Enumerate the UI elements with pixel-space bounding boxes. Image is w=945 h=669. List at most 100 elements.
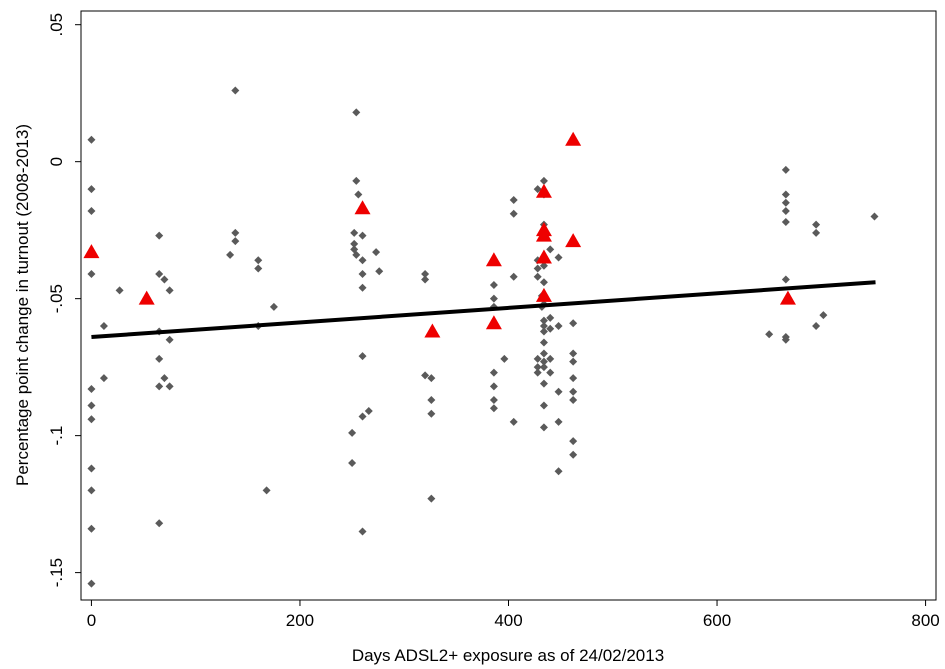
diamond-point <box>489 382 498 391</box>
y-axis-label: Percentage point change in turnout (2008… <box>13 124 32 486</box>
diamond-point <box>350 228 359 237</box>
diamond-point <box>427 374 436 383</box>
diamond-point <box>569 450 578 459</box>
diamond-point <box>509 272 518 281</box>
diamond-point <box>358 269 367 278</box>
diamond-point <box>165 335 174 344</box>
diamond-point <box>358 283 367 292</box>
diamond-point <box>231 86 240 95</box>
triangle-point <box>535 249 552 264</box>
triangle-point <box>424 323 441 338</box>
diamond-point <box>870 212 879 221</box>
diamond-point <box>539 322 548 331</box>
diamond-point <box>427 396 436 405</box>
diamond-point <box>87 135 96 144</box>
triangle-point <box>565 131 582 146</box>
diamond-point <box>539 278 548 287</box>
triangle-point <box>485 315 502 330</box>
diamond-point <box>155 231 164 240</box>
diamond-point <box>781 206 790 215</box>
diamond-point <box>254 256 263 265</box>
triangle-point <box>354 200 371 215</box>
x-tick-label: 600 <box>703 611 731 630</box>
y-axis: -.15 -.1 -.05 0 .05 <box>47 13 81 587</box>
x-tick-label: 0 <box>87 611 96 630</box>
triangle-point <box>535 287 552 302</box>
fit-layer <box>91 280 876 339</box>
diamond-point <box>812 220 821 229</box>
diamond-point <box>539 338 548 347</box>
diamond-point <box>539 327 548 336</box>
triangle-point <box>485 252 502 267</box>
diamond-point <box>87 415 96 424</box>
diamond-point <box>155 519 164 528</box>
diamond-point <box>87 206 96 215</box>
diamond-point <box>87 401 96 410</box>
diamond-point <box>358 352 367 361</box>
diamond-point <box>533 363 542 372</box>
diamond-point <box>509 196 518 205</box>
x-tick-label: 400 <box>494 611 522 630</box>
diamond-point <box>99 322 108 331</box>
diamond-point <box>226 250 235 259</box>
triangle-point <box>83 244 100 259</box>
diamond-point <box>358 256 367 265</box>
diamond-point <box>569 319 578 328</box>
diamond-point <box>489 280 498 289</box>
triangle-point <box>779 290 796 305</box>
diamond-point <box>539 176 548 185</box>
x-tick-label: 200 <box>286 611 314 630</box>
diamond-point <box>155 269 164 278</box>
diamond-point <box>765 330 774 339</box>
triangle-point <box>535 183 552 198</box>
diamond-point <box>781 165 790 174</box>
diamond-point <box>533 272 542 281</box>
diamond-point <box>533 354 542 363</box>
diamond-point <box>160 275 169 284</box>
diamond-point <box>352 108 361 117</box>
diamond-point <box>546 368 555 377</box>
diamond-point <box>569 357 578 366</box>
diamond-point <box>160 374 169 383</box>
y-tick-label: 0 <box>47 157 66 166</box>
diamond-point <box>372 248 381 257</box>
fit-line <box>91 280 876 339</box>
diamond-point <box>489 396 498 405</box>
diamond-point <box>539 349 548 358</box>
diamond-point <box>539 357 548 366</box>
diamond-point <box>569 374 578 383</box>
diamond-point <box>421 275 430 284</box>
diamond-point <box>489 294 498 303</box>
diamond-point <box>569 387 578 396</box>
diamond-point <box>781 275 790 284</box>
diamond-point <box>269 302 278 311</box>
diamond-point <box>348 428 357 437</box>
diamond-point <box>87 185 96 194</box>
diamond-point <box>569 396 578 405</box>
diamond-point <box>546 313 555 322</box>
diamond-point <box>533 185 542 194</box>
diamond-point <box>554 387 563 396</box>
diamond-point <box>554 467 563 476</box>
diamond-point <box>554 322 563 331</box>
points-layer <box>83 86 879 588</box>
y-tick-label: -.05 <box>47 284 66 313</box>
plot-frame <box>80 10 937 601</box>
diamond-point <box>231 228 240 237</box>
diamond-point <box>533 264 542 273</box>
diamond-point <box>427 494 436 503</box>
diamond-point <box>781 335 790 344</box>
diamond-point <box>539 401 548 410</box>
x-tick-label: 800 <box>911 611 939 630</box>
diamond-point <box>348 459 357 468</box>
diamond-point <box>569 349 578 358</box>
diamond-point <box>533 368 542 377</box>
diamond-point <box>87 524 96 533</box>
diamond-point <box>350 239 359 248</box>
diamond-point <box>364 406 373 415</box>
diamond-point <box>546 324 555 333</box>
diamond-point <box>554 417 563 426</box>
diamond-point <box>509 417 518 426</box>
diamond-point <box>354 190 363 199</box>
